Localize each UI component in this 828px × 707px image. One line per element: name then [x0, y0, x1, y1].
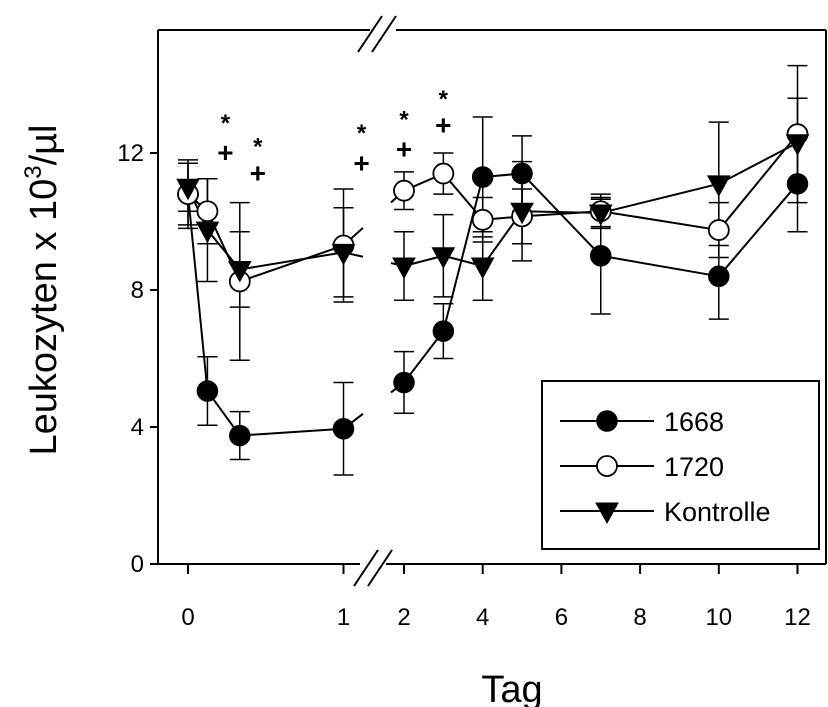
data-point-kontrolle — [331, 243, 356, 266]
y-tick-label: 0 — [131, 551, 144, 578]
series-line-segment — [718, 183, 799, 277]
x-tick-label: 0 — [181, 604, 194, 631]
data-point-kontrolle — [785, 134, 810, 156]
significance-annotations: *+ *+*+*+*+ — [217, 86, 451, 189]
legend-label: 1720 — [664, 452, 724, 482]
series-line-segment — [239, 244, 344, 283]
significance-star: * — [253, 134, 263, 161]
data-point-1668 — [332, 417, 355, 440]
y-axis: 0 4 8 12 — [117, 140, 158, 578]
significance-star: * — [399, 106, 409, 133]
series-1720 — [178, 64, 808, 361]
x-axis: 0 1 2 4 6 8 10 12 — [181, 564, 811, 631]
series-line-segment — [187, 194, 209, 392]
legend-label: Kontrolle — [664, 497, 771, 527]
data-point-1668 — [471, 166, 494, 188]
break-slash-top-1 — [371, 15, 397, 53]
legend-marker — [595, 502, 619, 525]
data-point-1668 — [786, 173, 809, 195]
x-axis-title: Tag — [481, 669, 542, 707]
significance-star: * — [221, 110, 231, 137]
x-tick-label: 4 — [476, 604, 489, 631]
data-point-1668 — [511, 162, 533, 185]
series-line-segment — [239, 427, 344, 437]
legend: 1668 1720 Kontrolle — [541, 380, 820, 550]
data-point-kontrolle — [431, 247, 456, 269]
data-point-1720 — [196, 200, 219, 223]
data-point-kontrolle — [510, 202, 534, 225]
series-line-segment — [600, 254, 719, 278]
significance-plus: + — [435, 110, 451, 141]
data-point-kontrolle — [227, 260, 252, 283]
significance-plus: + — [353, 147, 369, 178]
series-line-segment — [442, 176, 484, 332]
data-point-kontrolle — [195, 221, 220, 244]
data-point-1720 — [471, 208, 494, 231]
axis-break — [353, 15, 397, 587]
data-point-kontrolle — [392, 257, 416, 280]
y-axis-title: Leukozyten x 103/µl — [20, 124, 65, 455]
legend-marker — [596, 410, 618, 432]
break-slash-bottom-0 — [353, 549, 379, 587]
plot-frame — [157, 29, 827, 565]
significance-plus: + — [217, 137, 233, 168]
y-axis-title-sup: 3 — [20, 165, 47, 178]
series-line-segment — [403, 330, 445, 384]
data-point-1668 — [432, 320, 455, 342]
x-tick-label: 12 — [784, 604, 811, 631]
data-point-1720 — [393, 179, 415, 202]
y-axis-title-unit: /µl — [23, 124, 65, 165]
legend-label: 1668 — [664, 407, 724, 437]
data-point-1668 — [196, 380, 219, 402]
series-line-segment — [718, 141, 798, 185]
data-point-kontrolle — [588, 204, 613, 226]
series-line-segment — [600, 210, 719, 232]
significance-star: * — [439, 86, 449, 113]
significance-plus: + — [396, 134, 412, 165]
significance-star: * — [357, 120, 367, 147]
y-axis-title-main: Leukozyten x 10 — [23, 179, 65, 456]
data-point-kontrolle — [470, 257, 495, 280]
y-tick-label: 8 — [131, 277, 144, 304]
break-slash-top-0 — [357, 15, 383, 53]
data-point-1668 — [393, 371, 415, 394]
x-tick-label: 6 — [555, 604, 568, 631]
break-slash-bottom-1 — [367, 549, 393, 587]
x-tick-label: 2 — [397, 604, 410, 631]
legend-marker — [596, 455, 618, 477]
series-line-segment — [522, 210, 601, 214]
data-point-1668 — [708, 265, 730, 288]
data-point-1668 — [229, 424, 251, 447]
y-tick-label: 4 — [131, 414, 144, 441]
x-tick-label: 1 — [337, 604, 350, 631]
data-point-kontrolle — [176, 178, 200, 201]
data-point-1720 — [432, 162, 455, 185]
series-group — [176, 64, 810, 476]
data-point-kontrolle — [706, 175, 731, 197]
series-line-segment — [600, 182, 720, 214]
y-tick-label: 12 — [117, 140, 144, 167]
x-tick-label: 8 — [633, 604, 646, 631]
x-tick-label: 10 — [705, 604, 732, 631]
significance-plus: + — [250, 158, 266, 189]
data-point-1720 — [707, 219, 730, 241]
data-point-1668 — [590, 245, 612, 267]
series-line-segment — [239, 251, 344, 271]
